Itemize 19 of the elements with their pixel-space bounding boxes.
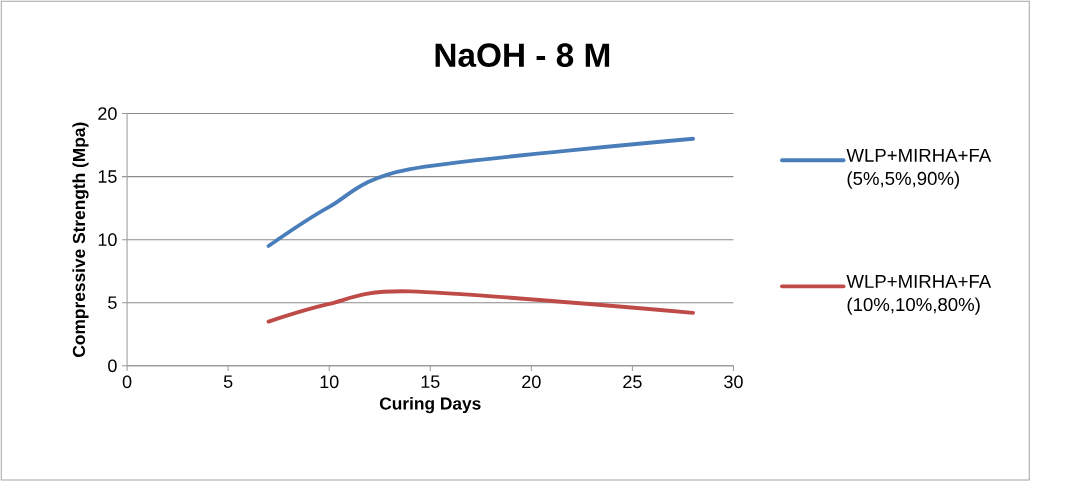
legend-label: WLP+MIRHA+FA (5%,5%,90%) (846, 148, 992, 189)
y-tick-label: 20 (98, 107, 117, 120)
x-axis-title: Curing Days (379, 396, 481, 414)
x-tick-label: 15 (421, 375, 440, 388)
y-tick-label: 0 (108, 359, 117, 372)
x-tick-label: 25 (623, 375, 642, 389)
y-tick-label: 15 (98, 170, 117, 183)
y-axis-title: Compressive Strength (Mpa) (72, 122, 89, 357)
chart-title: NaOH - 8 M (435, 43, 610, 67)
x-tick-label: 0 (122, 375, 132, 389)
line-series (266, 136, 695, 248)
x-tick-label: 20 (522, 375, 541, 389)
y-tick-label: 10 (98, 233, 117, 246)
x-tick-label: 10 (320, 375, 339, 389)
line-series (266, 289, 695, 324)
y-tick-label: 5 (108, 296, 117, 309)
legend-label: WLP+MIRHA+FA (10%,10%,80%) (846, 274, 992, 315)
x-tick-label: 30 (724, 375, 743, 389)
x-tick-label: 5 (223, 375, 233, 388)
